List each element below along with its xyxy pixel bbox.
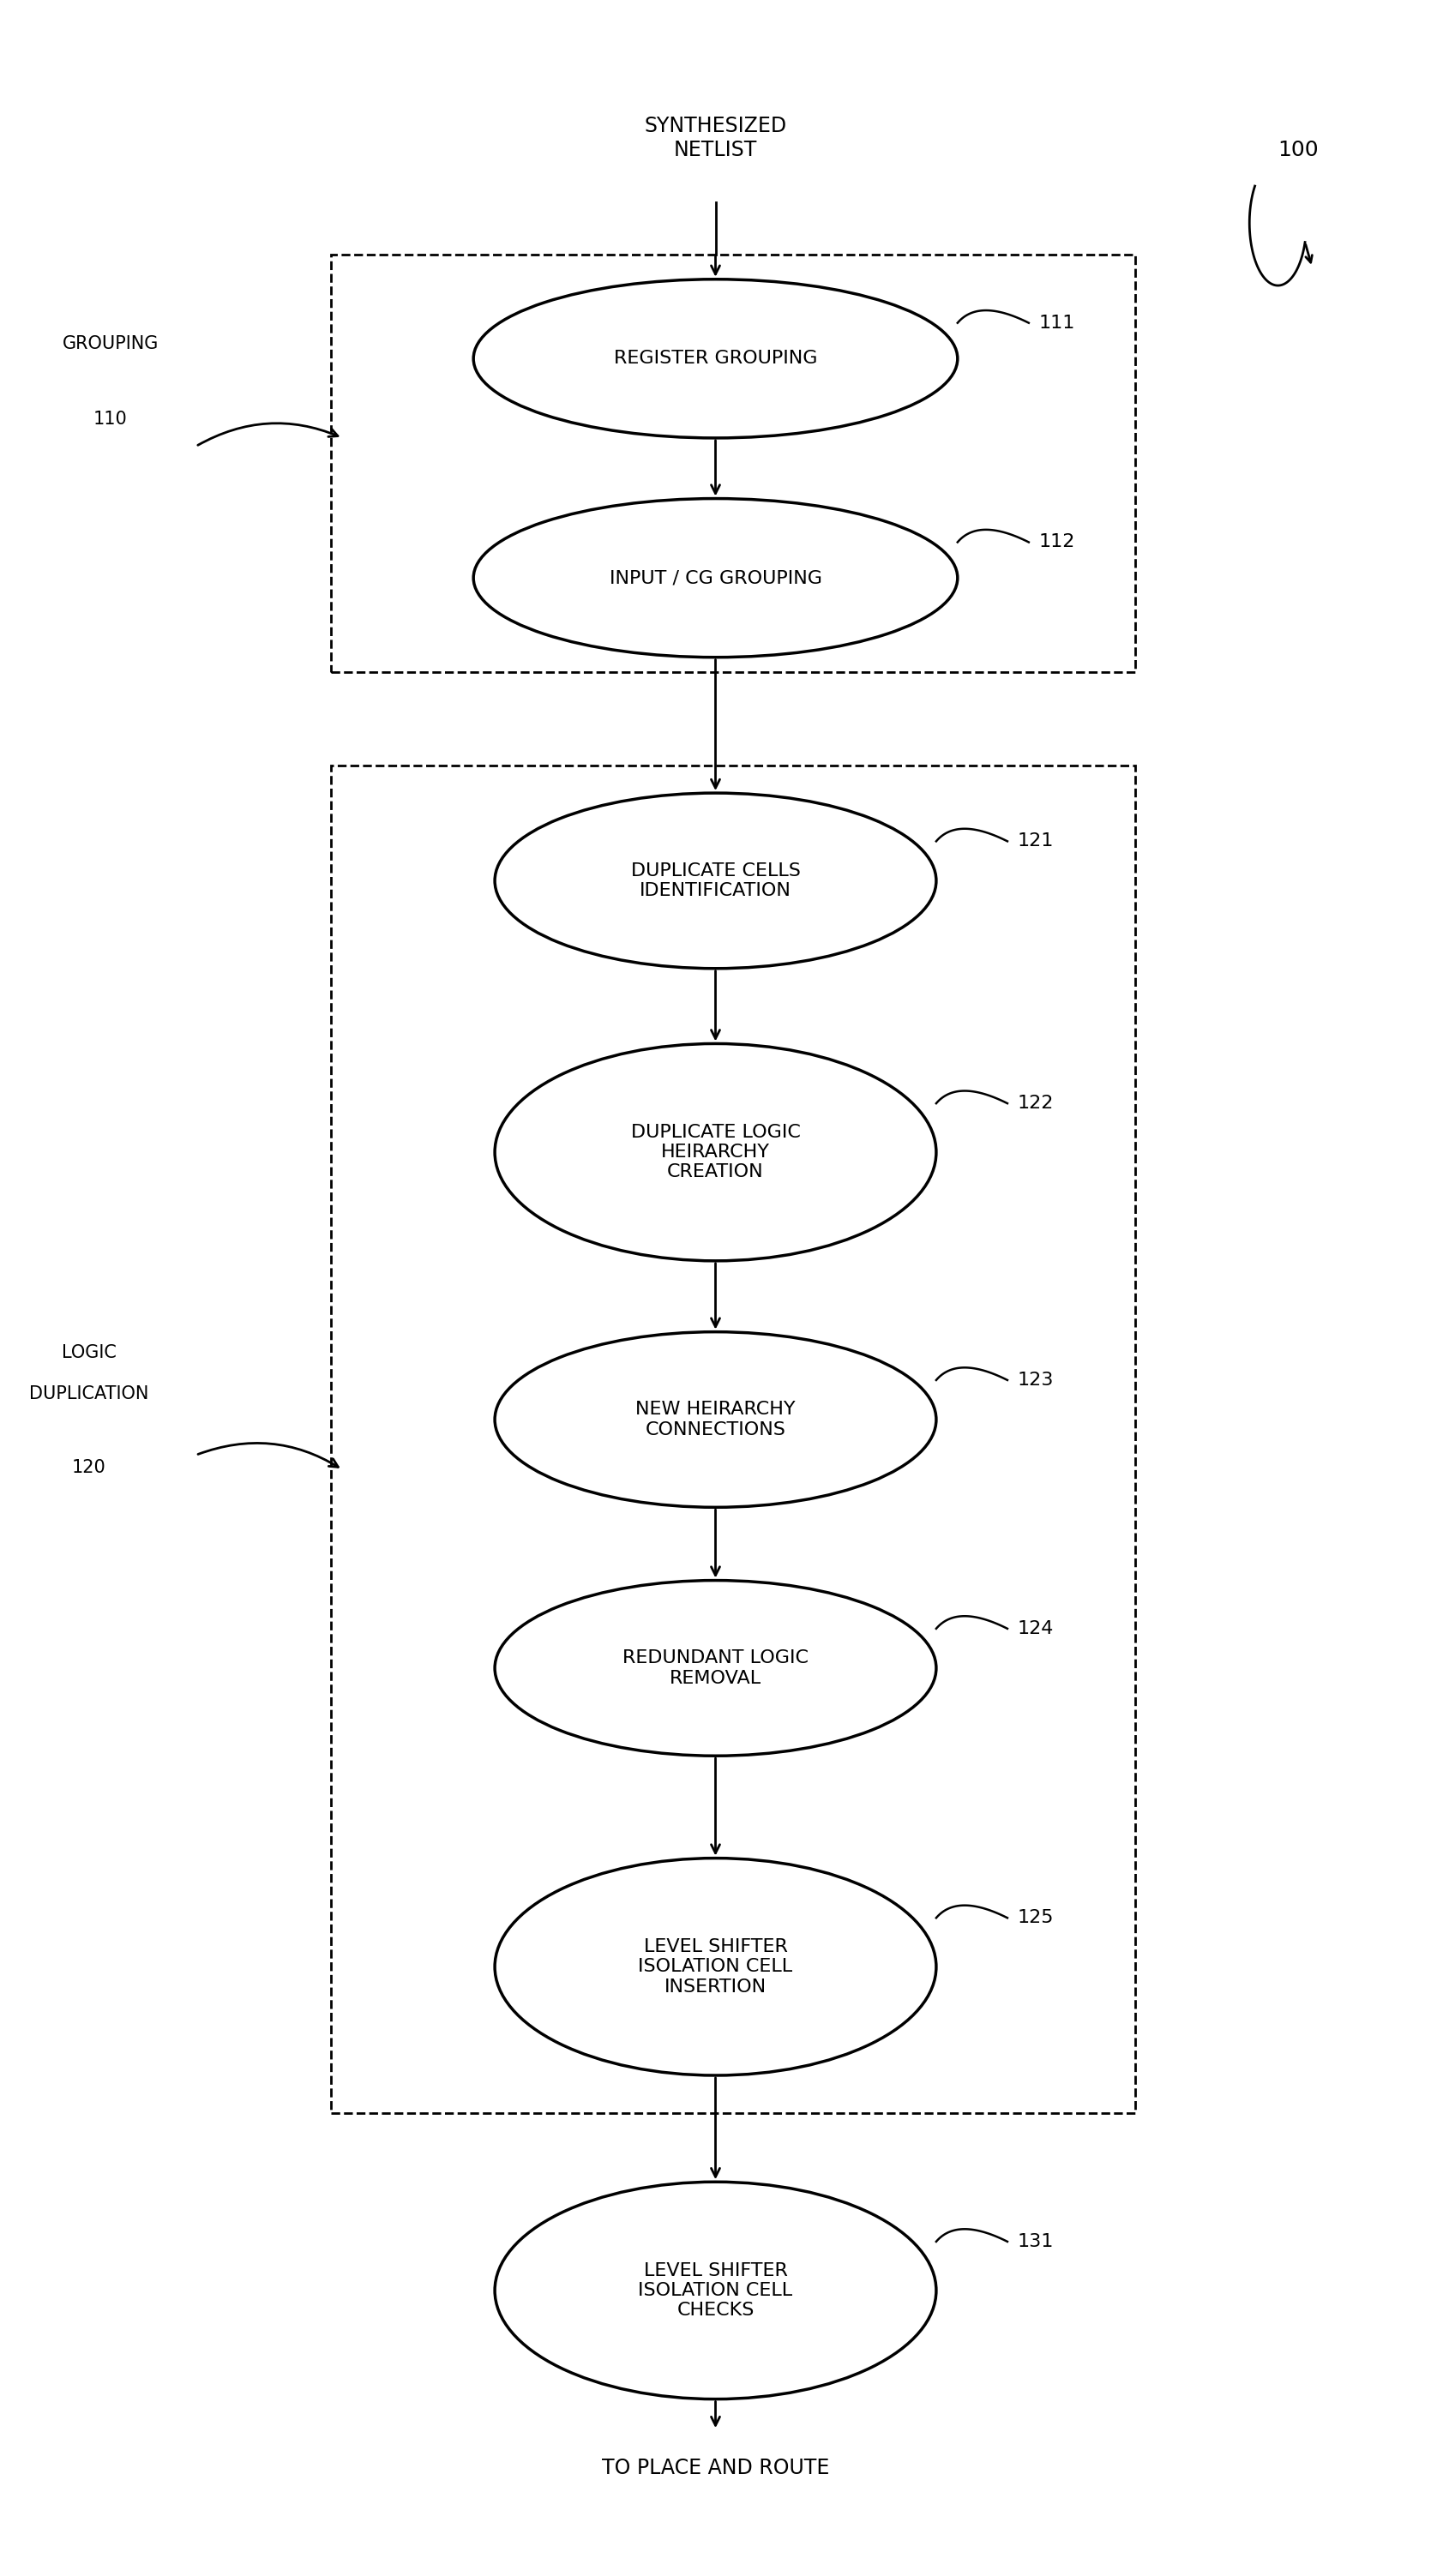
Text: NEW HEIRARCHY
CONNECTIONS: NEW HEIRARCHY CONNECTIONS [635, 1401, 796, 1437]
Text: 131: 131 [1017, 2233, 1053, 2251]
Text: DUPLICATION: DUPLICATION [29, 1386, 149, 1404]
Text: LEVEL SHIFTER
ISOLATION CELL
INSERTION: LEVEL SHIFTER ISOLATION CELL INSERTION [638, 1937, 793, 1996]
Text: INPUT / CG GROUPING: INPUT / CG GROUPING [610, 569, 821, 587]
Text: 110: 110 [93, 410, 127, 428]
Text: 121: 121 [1017, 832, 1053, 850]
Text: 122: 122 [1017, 1095, 1053, 1113]
Text: 124: 124 [1017, 1620, 1053, 1638]
Text: GROUPING: GROUPING [62, 335, 159, 353]
Text: REDUNDANT LOGIC
REMOVAL: REDUNDANT LOGIC REMOVAL [622, 1649, 809, 1687]
Text: 125: 125 [1017, 1909, 1053, 1927]
Text: 100: 100 [1278, 139, 1319, 160]
Text: DUPLICATE LOGIC
HEIRARCHY
CREATION: DUPLICATE LOGIC HEIRARCHY CREATION [631, 1123, 800, 1180]
Text: 123: 123 [1017, 1370, 1053, 1388]
Text: 111: 111 [1039, 314, 1075, 332]
Text: DUPLICATE CELLS
IDENTIFICATION: DUPLICATE CELLS IDENTIFICATION [631, 863, 800, 899]
Text: LEVEL SHIFTER
ISOLATION CELL
CHECKS: LEVEL SHIFTER ISOLATION CELL CHECKS [638, 2262, 793, 2318]
Text: SYNTHESIZED
NETLIST: SYNTHESIZED NETLIST [644, 116, 787, 160]
Text: 112: 112 [1039, 533, 1075, 551]
Text: REGISTER GROUPING: REGISTER GROUPING [614, 350, 817, 368]
Text: LOGIC: LOGIC [62, 1345, 116, 1360]
Text: 120: 120 [72, 1458, 106, 1476]
Text: TO PLACE AND ROUTE: TO PLACE AND ROUTE [601, 2458, 830, 2478]
